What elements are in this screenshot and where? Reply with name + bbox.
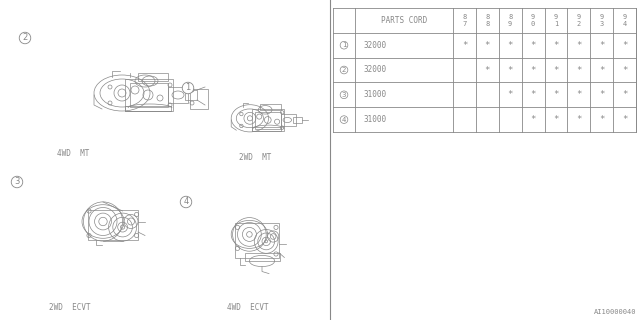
Text: *: * xyxy=(531,66,536,75)
Text: *: * xyxy=(576,41,582,50)
Bar xyxy=(125,79,173,111)
Text: *: * xyxy=(508,90,513,99)
Bar xyxy=(252,127,282,131)
Text: 32000: 32000 xyxy=(363,66,386,75)
Text: 2WD  MT: 2WD MT xyxy=(239,153,271,162)
Bar xyxy=(138,73,168,81)
Text: *: * xyxy=(599,115,604,124)
Text: 9
0: 9 0 xyxy=(531,14,535,27)
Text: 2WD  ECVT: 2WD ECVT xyxy=(49,303,91,313)
Text: *: * xyxy=(461,41,467,50)
Text: *: * xyxy=(553,90,559,99)
Text: *: * xyxy=(508,66,513,75)
Bar xyxy=(280,114,296,126)
Bar xyxy=(168,87,188,103)
Text: 9
4: 9 4 xyxy=(623,14,627,27)
Text: *: * xyxy=(622,115,627,124)
Text: 4: 4 xyxy=(184,197,189,206)
Bar xyxy=(125,106,171,111)
Text: *: * xyxy=(622,90,627,99)
Text: 4WD  ECVT: 4WD ECVT xyxy=(227,303,269,313)
Text: *: * xyxy=(484,66,490,75)
Text: *: * xyxy=(576,66,582,75)
Text: 3: 3 xyxy=(342,92,346,98)
Text: *: * xyxy=(599,41,604,50)
Text: *: * xyxy=(484,41,490,50)
Text: 9
2: 9 2 xyxy=(577,14,581,27)
Bar xyxy=(260,104,280,110)
Bar xyxy=(252,109,284,131)
Text: 1: 1 xyxy=(186,84,191,92)
Bar xyxy=(185,90,197,100)
Text: *: * xyxy=(599,66,604,75)
Text: *: * xyxy=(599,90,604,99)
Text: 8
8: 8 8 xyxy=(485,14,490,27)
Text: 31000: 31000 xyxy=(363,90,386,99)
Text: *: * xyxy=(531,41,536,50)
Text: *: * xyxy=(622,41,627,50)
Text: *: * xyxy=(553,115,559,124)
Text: *: * xyxy=(531,90,536,99)
Text: 9
3: 9 3 xyxy=(600,14,604,27)
Text: AI10000040: AI10000040 xyxy=(593,309,636,315)
Bar xyxy=(255,111,280,129)
Text: 9
1: 9 1 xyxy=(554,14,558,27)
Bar xyxy=(293,116,301,124)
Text: 2: 2 xyxy=(342,67,346,73)
Text: *: * xyxy=(553,66,559,75)
Bar xyxy=(88,210,138,240)
Bar xyxy=(190,89,208,109)
Text: 8
7: 8 7 xyxy=(462,14,467,27)
Text: PARTS CORD: PARTS CORD xyxy=(381,16,427,25)
Text: 32000: 32000 xyxy=(363,41,386,50)
Text: 2: 2 xyxy=(22,34,28,43)
Bar xyxy=(236,222,279,258)
Text: *: * xyxy=(576,115,582,124)
Bar xyxy=(244,252,280,261)
Text: 3: 3 xyxy=(14,178,20,187)
Text: 1: 1 xyxy=(342,42,346,48)
Text: 8
9: 8 9 xyxy=(508,14,512,27)
Text: *: * xyxy=(622,66,627,75)
Text: *: * xyxy=(508,41,513,50)
Bar xyxy=(130,83,168,107)
Text: *: * xyxy=(576,90,582,99)
Text: 4WD  MT: 4WD MT xyxy=(57,149,89,158)
Text: *: * xyxy=(553,41,559,50)
Text: 31000: 31000 xyxy=(363,115,386,124)
Text: 4: 4 xyxy=(342,116,346,123)
Text: *: * xyxy=(531,115,536,124)
